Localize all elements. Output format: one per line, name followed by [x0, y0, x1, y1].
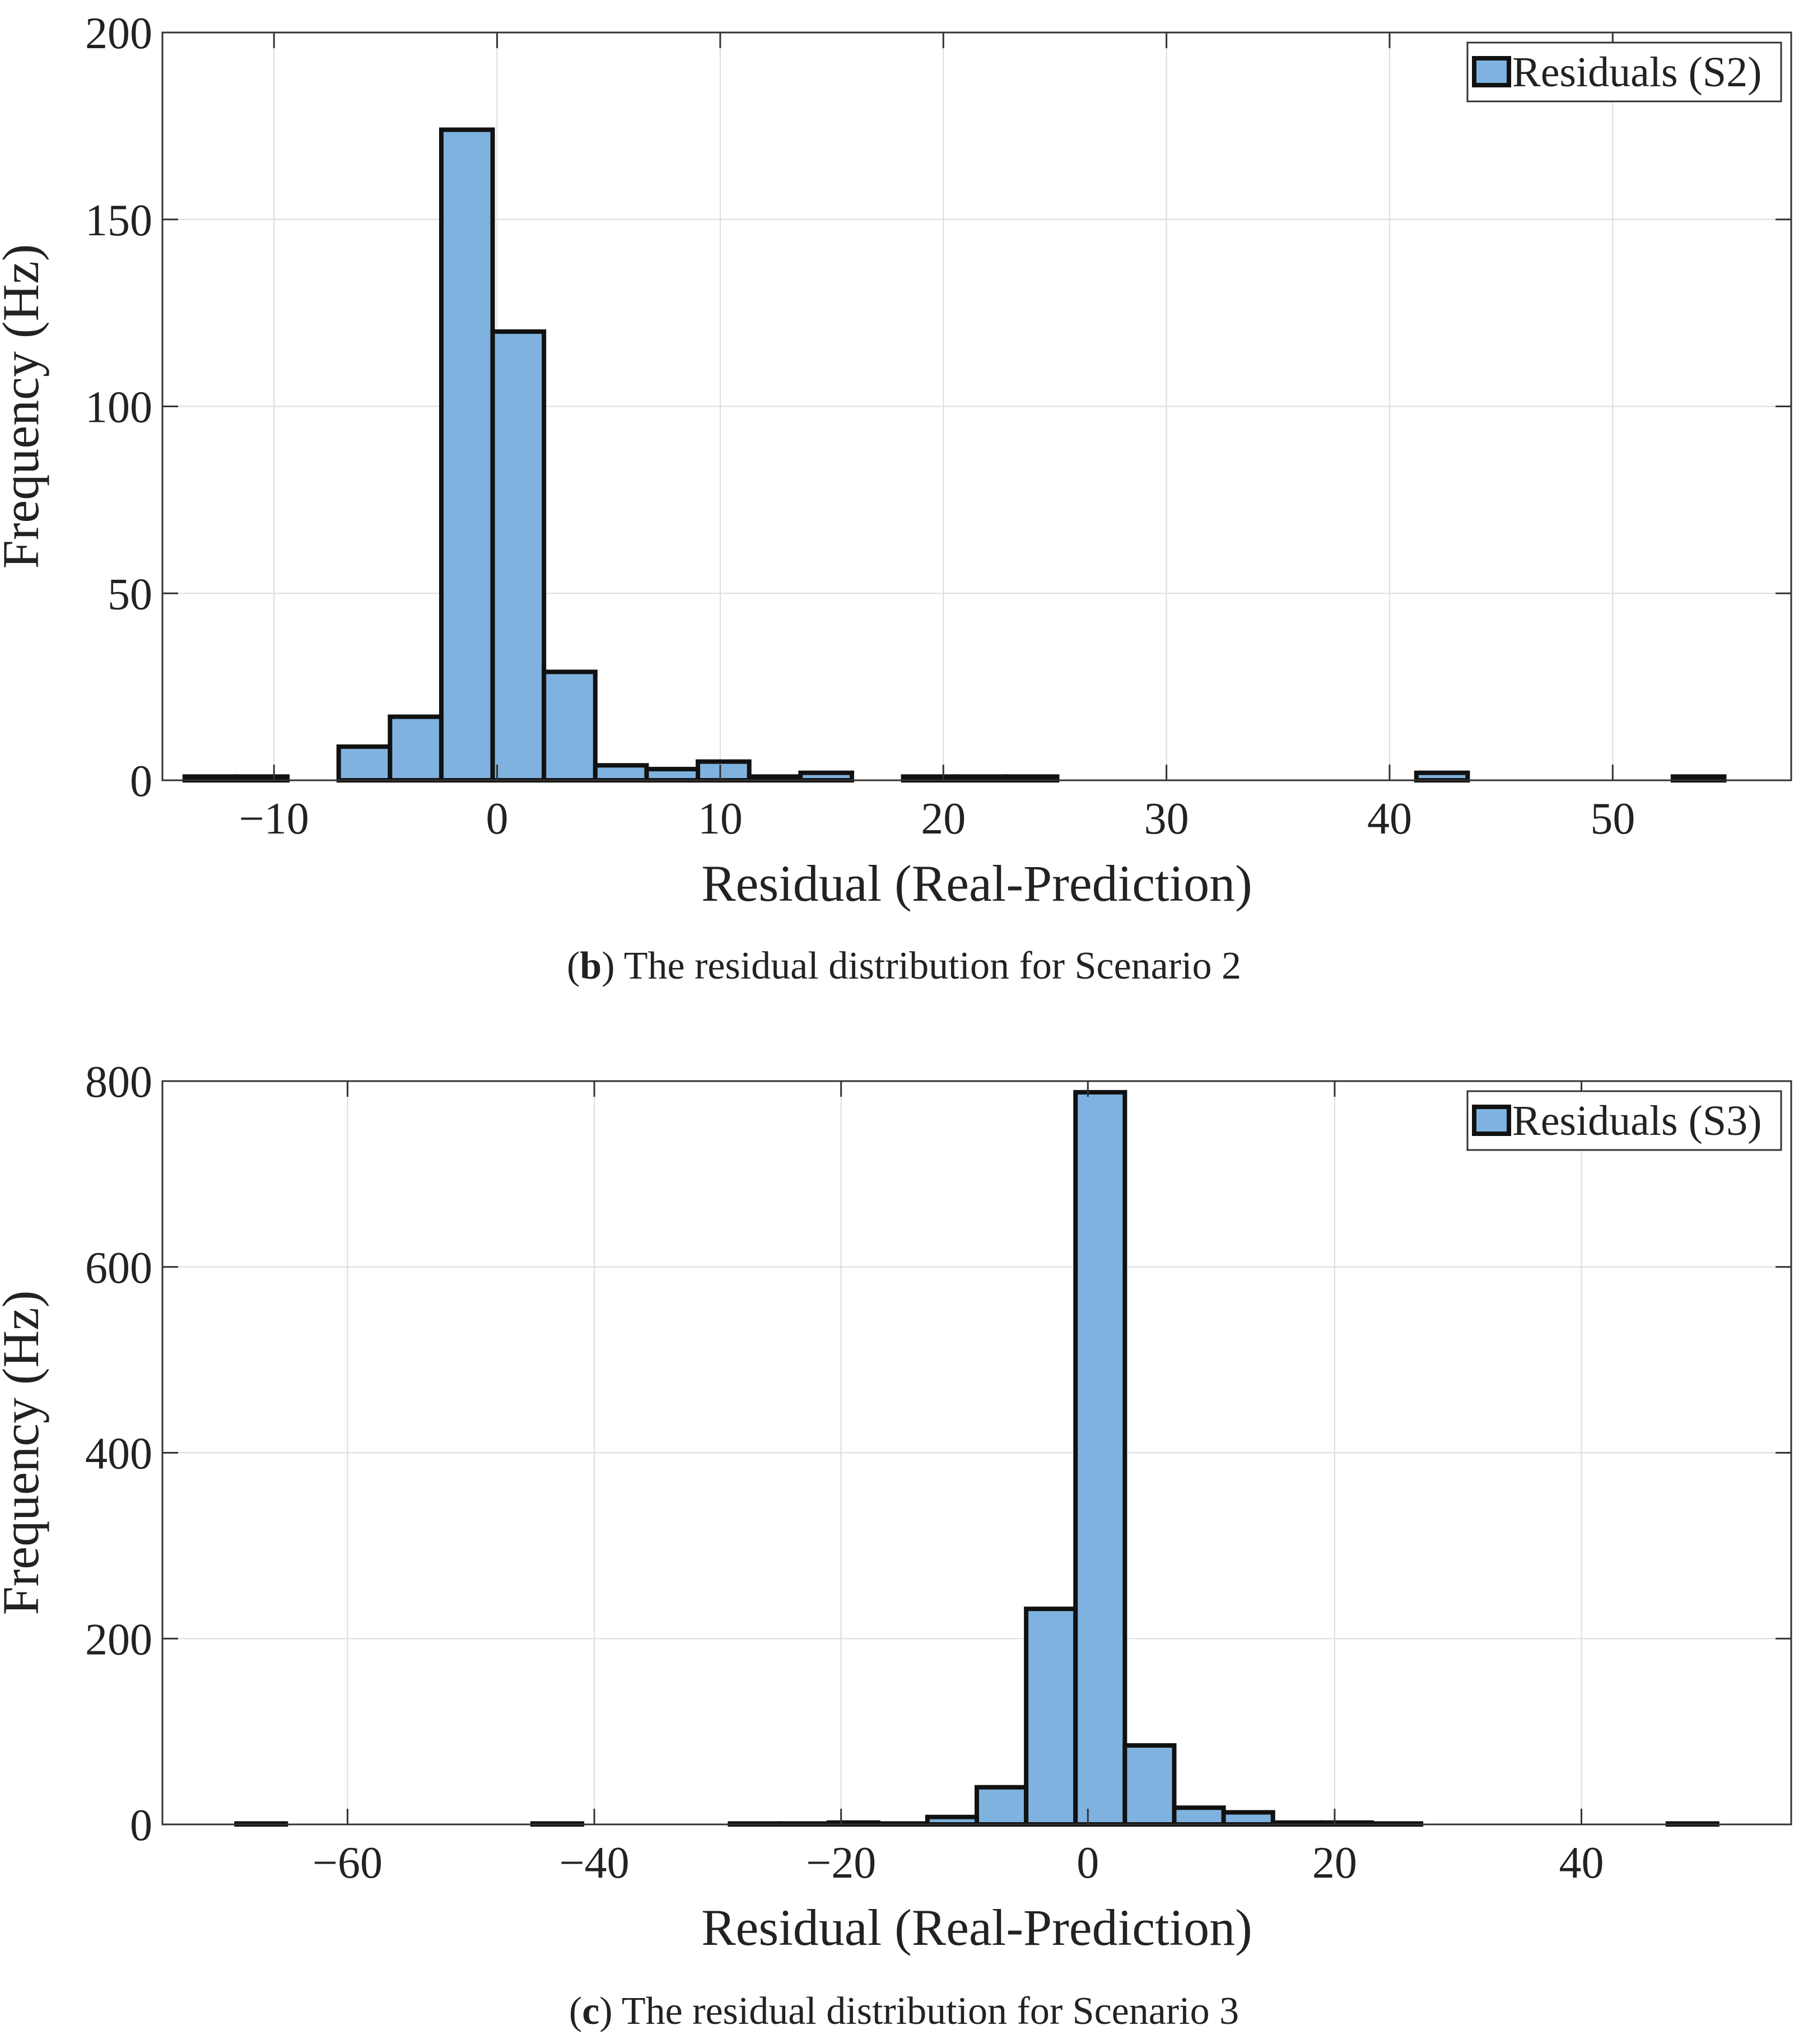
y-tick-label: 800 [85, 1058, 152, 1107]
y-tick-label: 0 [130, 1801, 152, 1850]
y-tick-label: 150 [85, 196, 152, 245]
x-tick-label: 10 [698, 794, 743, 844]
y-axis-label: Frequency (Hz) [0, 1291, 49, 1615]
y-tick-label: 200 [85, 9, 152, 58]
y-tick-label: 50 [108, 570, 152, 619]
histogram-bar [696, 759, 752, 783]
legend-label: Residuals (S2) [1512, 49, 1762, 96]
caption-label: c [582, 1990, 600, 2033]
y-tick-label: 200 [85, 1615, 152, 1664]
caption-label: b [580, 944, 602, 988]
x-tick-label: 0 [1077, 1838, 1099, 1888]
histogram-bar [1221, 1810, 1275, 1827]
x-tick-label: −10 [239, 794, 309, 844]
caption-scenario-2: (b) The residual distribution for Scenar… [566, 944, 1242, 988]
legend-label: Residuals (S3) [1512, 1097, 1762, 1144]
y-tick-label: 100 [85, 383, 152, 432]
histogram-bar [798, 770, 854, 783]
legend-box [1466, 41, 1782, 103]
x-tick-label: 40 [1559, 1838, 1604, 1888]
legend-box [1466, 1090, 1782, 1151]
histogram-scenario-2: −10 0 10 20 30 40 50 0 50 100 150 200 Residual (Real… [0, 9, 1792, 912]
caption-scenario-3: (c) The residual distribution for Scenar… [569, 1990, 1239, 2033]
x-tick-label: −20 [806, 1838, 876, 1888]
histogram-bar [593, 763, 649, 783]
x-tick-label: −60 [313, 1838, 383, 1888]
histogram-bar [439, 127, 495, 783]
histogram-bar [975, 1785, 1029, 1827]
y-tick-label: 0 [130, 757, 152, 806]
y-tick-label: 400 [85, 1430, 152, 1479]
y-axis-label: Frequency (Hz) [0, 244, 49, 569]
histogram-bar [490, 329, 547, 783]
x-tick-label: 30 [1144, 794, 1189, 844]
y-tick-label: 600 [85, 1244, 152, 1293]
caption-text: The residual distribution for Scenario 3 [621, 1990, 1239, 2033]
histogram-bar [336, 744, 393, 783]
histogram-bar [1172, 1805, 1226, 1827]
histogram-bar [1073, 1089, 1127, 1827]
x-tick-label: 0 [486, 794, 509, 844]
histogram-bar [1414, 770, 1470, 783]
histogram-bar [542, 669, 598, 783]
legend-swatch [1472, 1105, 1511, 1136]
caption-text: The residual distribution for Scenario 2 [623, 944, 1242, 988]
x-tick-label: 20 [921, 794, 966, 844]
x-axis-label: Residual (Real-Prediction) [701, 855, 1252, 912]
x-tick-label: −40 [559, 1838, 629, 1888]
x-axis-label: Residual (Real-Prediction) [701, 1899, 1252, 1956]
x-tick-label: 50 [1590, 794, 1635, 844]
x-tick-label: 20 [1312, 1838, 1357, 1888]
histogram-bar [1024, 1607, 1078, 1827]
histogram-bar [644, 766, 701, 783]
x-tick-label: 40 [1367, 794, 1412, 844]
histogram-bar [925, 1814, 979, 1827]
histogram-bar [388, 714, 444, 783]
histogram-bar [1122, 1743, 1177, 1827]
legend-swatch [1472, 56, 1511, 87]
